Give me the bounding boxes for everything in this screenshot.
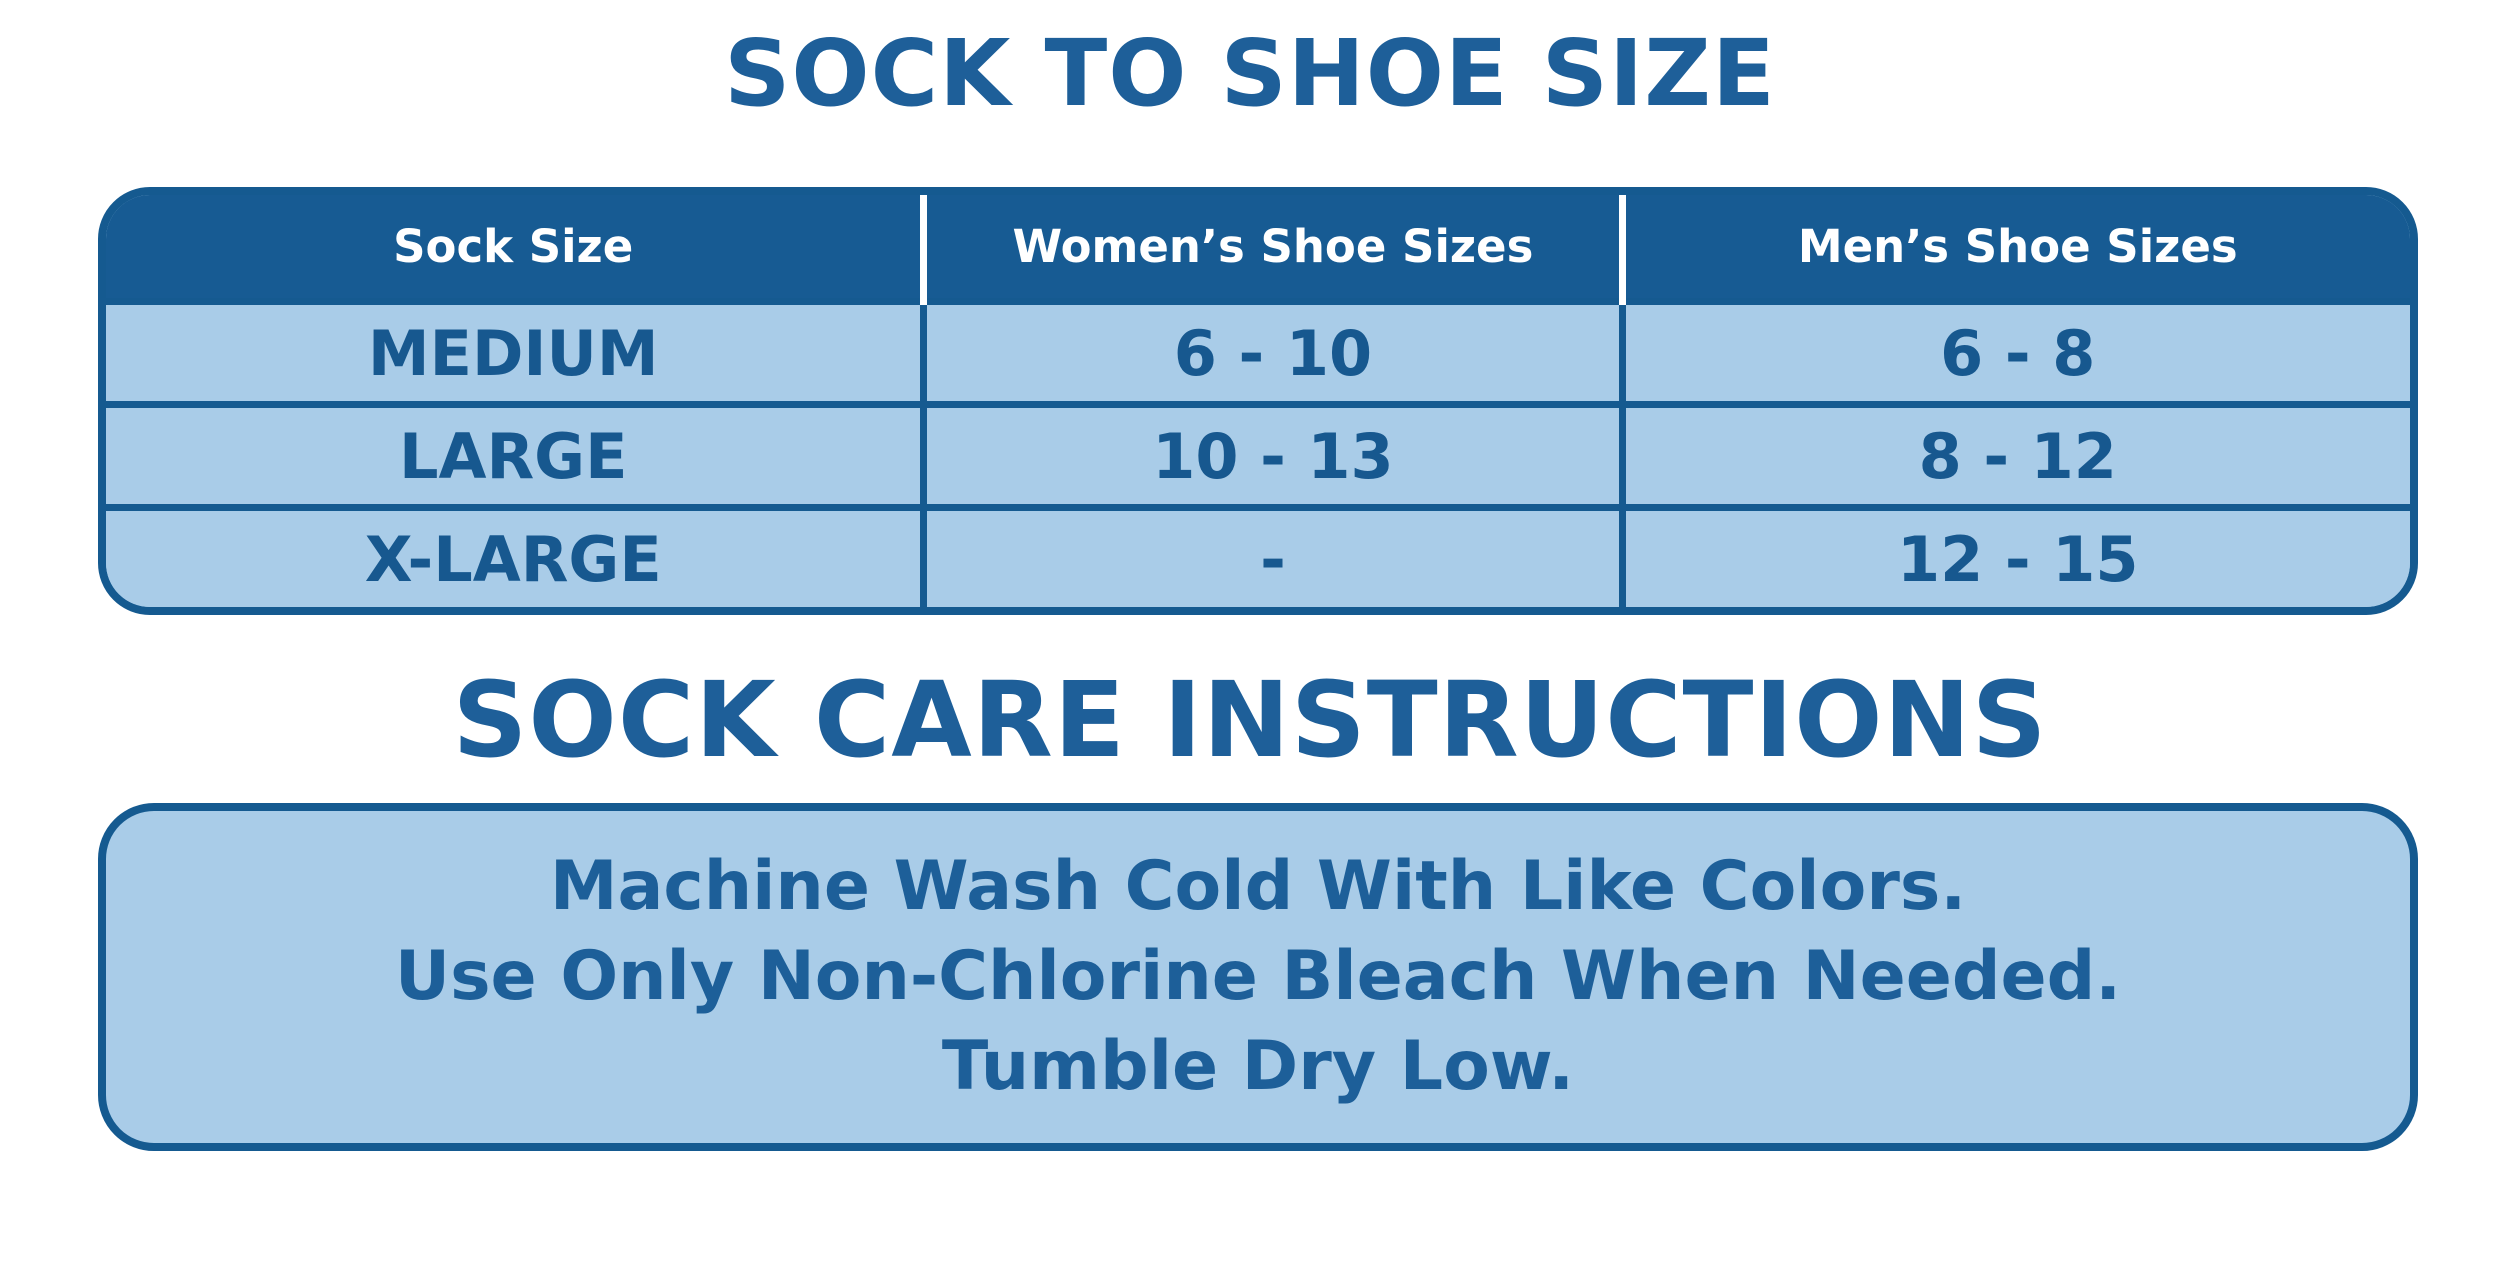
- cell-mens-large: 8 - 12: [1618, 401, 2410, 508]
- care-instructions-box: Machine Wash Cold With Like Colors. Use …: [98, 803, 2418, 1151]
- sock-to-shoe-size-table: Sock Size Women’s Shoe Sizes Men’s Shoe …: [98, 187, 2418, 615]
- cell-sock-size-x-large: X-LARGE: [106, 504, 924, 607]
- size-table-header: Sock Size Women’s Shoe Sizes Men’s Shoe …: [106, 195, 2410, 302]
- column-header-sock-size: Sock Size: [106, 195, 924, 302]
- sock-care-instructions-title: SOCK CARE INSTRUCTIONS: [452, 659, 2048, 781]
- cell-womens-medium: 6 - 10: [920, 298, 1623, 405]
- cell-womens-large: 10 - 13: [920, 401, 1623, 508]
- table-row-medium: MEDIUM 6 - 10 6 - 8: [106, 298, 2410, 405]
- cell-womens-x-large: -: [920, 504, 1623, 607]
- sock-to-shoe-size-title: SOCK TO SHOE SIZE: [724, 20, 1776, 127]
- size-table-body: MEDIUM 6 - 10 6 - 8 LARGE 10 - 13 8 - 12…: [106, 298, 2410, 607]
- cell-mens-medium: 6 - 8: [1618, 298, 2410, 405]
- table-row-large: LARGE 10 - 13 8 - 12: [106, 401, 2410, 508]
- care-instruction-line-wash: Machine Wash Cold With Like Colors.: [549, 847, 1967, 927]
- size-table: Sock Size Women’s Shoe Sizes Men’s Shoe …: [106, 195, 2410, 607]
- table-row-x-large: X-LARGE - 12 - 15: [106, 504, 2410, 607]
- cell-sock-size-large: LARGE: [106, 401, 924, 508]
- care-instruction-line-bleach: Use Only Non-Chlorine Bleach When Needed…: [394, 937, 2122, 1017]
- column-header-mens-shoe-sizes: Men’s Shoe Sizes: [1618, 195, 2410, 302]
- header-row: Sock Size Women’s Shoe Sizes Men’s Shoe …: [106, 195, 2410, 302]
- column-header-womens-shoe-sizes: Women’s Shoe Sizes: [920, 195, 1623, 302]
- cell-mens-x-large: 12 - 15: [1618, 504, 2410, 607]
- cell-sock-size-medium: MEDIUM: [106, 298, 924, 405]
- care-instruction-line-dry: Tumble Dry Low.: [941, 1026, 1575, 1106]
